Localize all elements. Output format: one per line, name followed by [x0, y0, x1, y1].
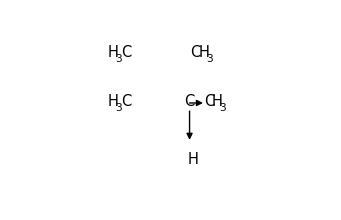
Text: H: H: [198, 45, 209, 60]
Text: H: H: [107, 45, 118, 60]
Text: 3: 3: [115, 103, 122, 113]
Text: 3: 3: [207, 54, 213, 64]
Text: C: C: [121, 45, 131, 60]
Text: C: C: [204, 94, 214, 109]
Text: 3: 3: [115, 54, 122, 64]
Text: H: H: [107, 94, 118, 109]
Text: C: C: [121, 94, 131, 109]
Text: C: C: [184, 94, 194, 109]
Text: 3: 3: [220, 103, 226, 113]
Text: H: H: [188, 152, 198, 167]
Text: C: C: [191, 45, 201, 60]
Text: H: H: [212, 94, 223, 109]
